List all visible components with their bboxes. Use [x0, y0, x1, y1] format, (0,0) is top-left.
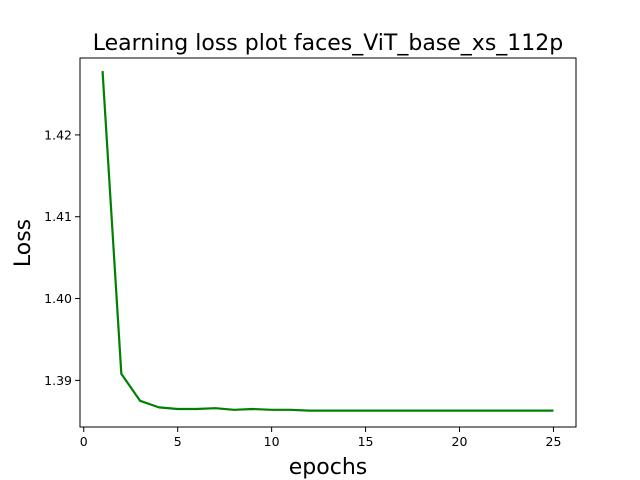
y-tick-label: 1.41 — [44, 209, 72, 224]
x-tick-label: 10 — [264, 434, 280, 449]
x-tick-label: 20 — [452, 434, 468, 449]
y-tick-label: 1.40 — [44, 291, 72, 306]
x-axis-label: epochs — [289, 455, 367, 480]
chart-title: Learning loss plot faces_ViT_base_xs_112… — [93, 31, 563, 56]
y-tick-label: 1.39 — [44, 373, 72, 388]
x-tick-label: 0 — [80, 434, 88, 449]
plot-area — [101, 71, 554, 412]
y-axis-label: Loss — [11, 219, 36, 267]
plot-frame — [79, 57, 577, 428]
y-tick-label: 1.42 — [44, 127, 72, 142]
loss-series-line — [101, 71, 554, 412]
x-tick-label: 25 — [546, 434, 562, 449]
x-tick-label: 15 — [358, 434, 374, 449]
x-tick-label: 5 — [174, 434, 182, 449]
